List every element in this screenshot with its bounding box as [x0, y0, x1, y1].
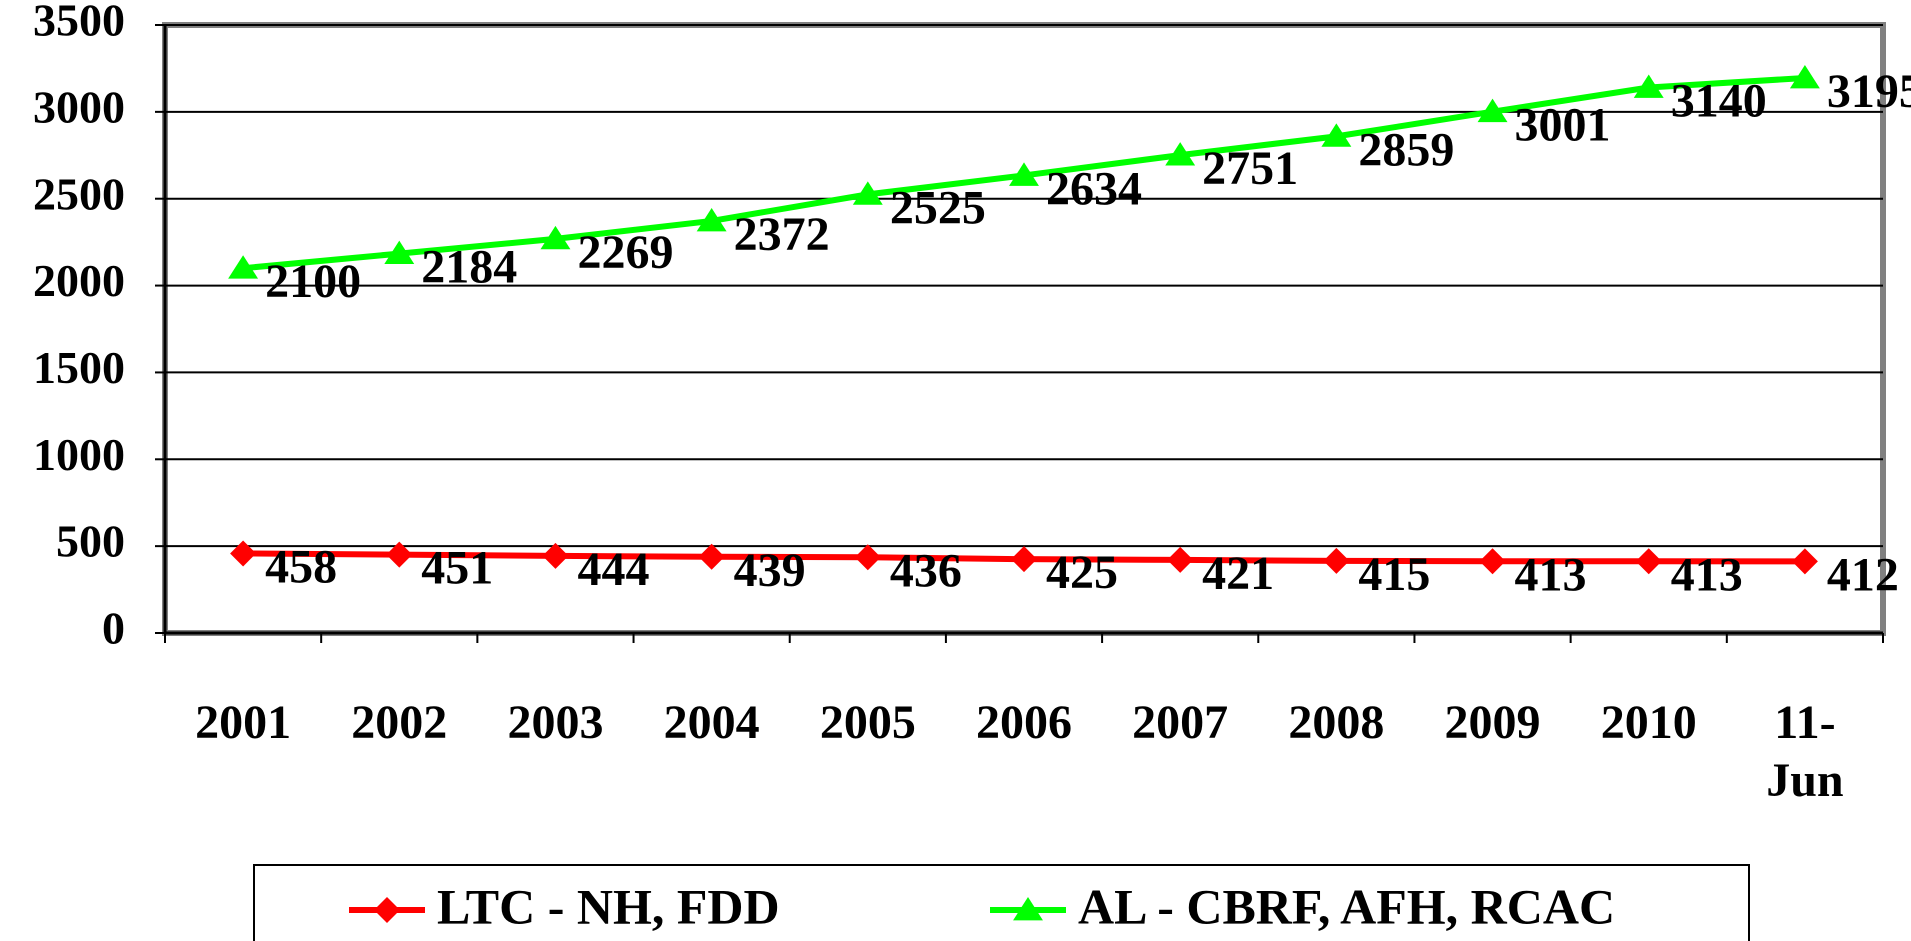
data-label: 2859 — [1358, 123, 1454, 176]
data-label: 413 — [1671, 548, 1743, 601]
data-point — [542, 542, 569, 569]
data-label: 2269 — [577, 226, 673, 279]
data-label: 2184 — [421, 241, 517, 294]
data-label: 425 — [1046, 546, 1118, 599]
y-tick-label: 1000 — [33, 429, 125, 480]
y-tick-label: 2000 — [33, 255, 125, 306]
data-point — [1477, 98, 1508, 123]
data-label: 439 — [734, 544, 806, 597]
y-tick-label: 3500 — [33, 0, 125, 46]
x-tick-label: 2001 — [195, 696, 292, 749]
data-label: 444 — [577, 543, 649, 596]
data-label: 413 — [1515, 548, 1587, 601]
data-point — [1165, 142, 1196, 166]
data-point — [1791, 548, 1818, 575]
data-label: 3195 — [1827, 65, 1911, 118]
legend-label: AL - CBRF, AFH, RCAC — [1078, 878, 1615, 934]
data-label: 458 — [265, 540, 337, 593]
data-label: 2525 — [890, 181, 986, 234]
data-point — [698, 543, 725, 570]
legend-box — [253, 864, 1750, 941]
legend-label: LTC - NH, FDD — [437, 878, 780, 934]
data-point — [1479, 548, 1506, 575]
data-label: 2751 — [1202, 142, 1298, 195]
x-tick-label: 2004 — [663, 696, 760, 749]
x-tick-label: 2008 — [1288, 696, 1385, 749]
data-point — [228, 255, 259, 279]
data-label: 451 — [421, 542, 493, 595]
x-tick-label: 2002 — [351, 696, 448, 749]
data-point — [696, 207, 727, 232]
data-label: 412 — [1827, 548, 1899, 601]
x-tick-label: 11-Jun — [1766, 696, 1844, 807]
y-tick-label: 2500 — [33, 168, 125, 219]
data-point — [854, 544, 881, 571]
legend-marker — [1013, 897, 1043, 921]
data-label: 436 — [890, 544, 962, 597]
data-point — [852, 181, 883, 205]
data-point — [1009, 162, 1039, 186]
y-tick-label: 3000 — [33, 81, 125, 132]
data-point — [1789, 64, 1820, 89]
x-tick-label: 2007 — [1132, 696, 1229, 749]
data-point — [1321, 123, 1352, 147]
data-point — [384, 240, 415, 265]
data-point — [1323, 547, 1350, 574]
y-tick-label: 0 — [102, 603, 125, 654]
x-tick-label: 2005 — [819, 696, 916, 749]
data-point — [540, 225, 571, 250]
data-point — [1011, 546, 1037, 573]
data-label: 3140 — [1671, 75, 1767, 128]
data-point — [230, 540, 257, 567]
y-tick-label: 500 — [56, 516, 125, 567]
data-point — [386, 541, 413, 568]
x-tick-label: 2006 — [976, 696, 1072, 749]
data-point — [1635, 548, 1662, 575]
data-label: 2100 — [265, 255, 361, 308]
data-label: 2372 — [734, 208, 830, 261]
data-label: 3001 — [1515, 99, 1611, 152]
x-tick-label: 2010 — [1600, 696, 1697, 749]
x-tick-label: 2009 — [1444, 696, 1541, 749]
plot-frame — [162, 22, 1886, 636]
x-tick-label: 2003 — [507, 696, 604, 749]
data-label: 421 — [1202, 547, 1274, 600]
data-point — [1633, 74, 1664, 98]
y-tick-label: 1500 — [33, 342, 125, 393]
data-point — [1167, 546, 1194, 573]
data-label: 2634 — [1046, 162, 1142, 215]
data-label: 415 — [1358, 548, 1430, 601]
legend-marker — [374, 897, 400, 923]
